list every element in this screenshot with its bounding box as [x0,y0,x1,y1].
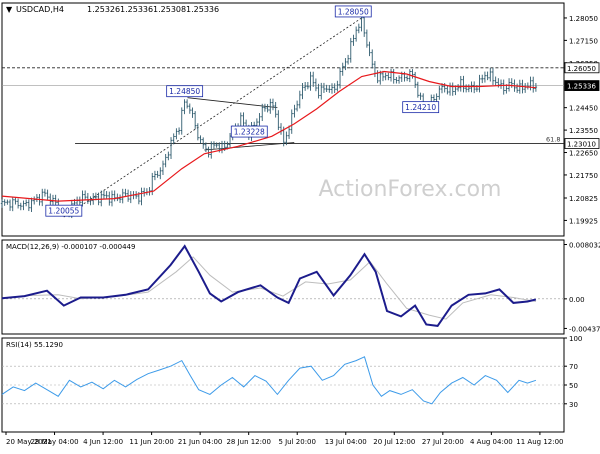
x-tick-label: 28 May 04:00 [31,438,79,446]
price-y-tick-label: 1.20825 [569,195,598,203]
macd-y-tick-label: 0.008032 [569,242,600,250]
header-ohlc-value: 1.25308 [153,5,186,14]
price-y-tick-label: 1.27150 [569,37,598,45]
fib-level-label: 61.8 [546,136,560,144]
x-tick-label: 20 May 2021 [6,438,52,446]
level-price-label: 1.23010 [567,141,596,149]
price-annotation-label: 1.23228 [234,128,265,137]
rsi-y-tick-label: 30 [569,401,578,409]
price-annotation-box [334,5,372,18]
x-tick-label: 5 Jul 20:00 [278,438,316,446]
price-y-tick-label: 1.28050 [569,15,598,23]
x-tick-label: 21 Jun 04:00 [178,438,222,446]
macd-panel-frame [1,239,565,335]
trend-line [187,97,278,109]
header-ohlc-value: 1.25336 [120,5,153,14]
x-tick-label: 20 Jul 12:00 [373,438,415,446]
rsi-label: RSI(14) 55.1290 [6,341,63,349]
price-y-tick-label: 1.21750 [569,172,598,180]
rsi-line [1,356,537,405]
price-annotation-label: 1.24210 [405,103,436,112]
price-y-tick-label: 1.19925 [569,217,598,225]
price-annotation-label: 1.20055 [48,207,79,216]
price-annotation-box [230,125,268,138]
price-annotation-box [402,101,440,114]
level-price-box [564,62,600,74]
level-price-box [564,80,600,91]
price-y-tick-label: 1.23550 [569,127,598,135]
macd-line [1,244,537,327]
header-ohlc-value: 1.25326 [87,5,120,14]
x-tick-label: 4 Aug 04:00 [470,438,513,446]
rsi-y-tick-label: 70 [569,363,578,371]
price-annotation-box [166,85,204,98]
price-annotation-label: 1.24850 [169,87,200,96]
macd-y-tick-label: 0.00 [569,296,585,304]
macd-y-tick-label: -0.004379 [569,325,600,333]
price-annotation-box [45,204,83,217]
moving-average-line [1,70,536,202]
trend-line [63,17,362,218]
x-tick-label: 27 Jul 20:00 [422,438,464,446]
x-tick-label: 4 Jun 12:00 [83,438,123,446]
level-price-box [564,138,600,149]
price-y-tick-label: 1.22650 [569,150,598,158]
x-tick-label: 11 Jun 20:00 [129,438,173,446]
chart-symbol: USDCAD,H4 [16,5,64,14]
macd-signal-line [1,256,536,320]
rsi-y-tick-label: 100 [569,335,582,343]
macd-label: MACD(12,26,9) -0.000107 -0.000449 [6,243,135,251]
x-tick-label: 13 Jul 04:00 [325,438,367,446]
rsi-y-tick-label: 50 [569,382,578,390]
x-tick-label: 11 Aug 12:00 [516,438,563,446]
level-price-label: 1.26050 [567,65,596,73]
level-price-label: 1.25336 [567,83,596,91]
price-annotation-label: 1.28050 [338,7,369,16]
chart-symbol-arrow: ▼ [6,5,13,14]
watermark: ActionForex.com [319,177,502,202]
price-panel-frame [1,2,565,237]
x-tick-label: 28 Jun 12:00 [226,438,270,446]
price-y-tick-label: 1.24450 [569,105,598,113]
header-ohlc-value: 1.25336 [186,5,219,14]
